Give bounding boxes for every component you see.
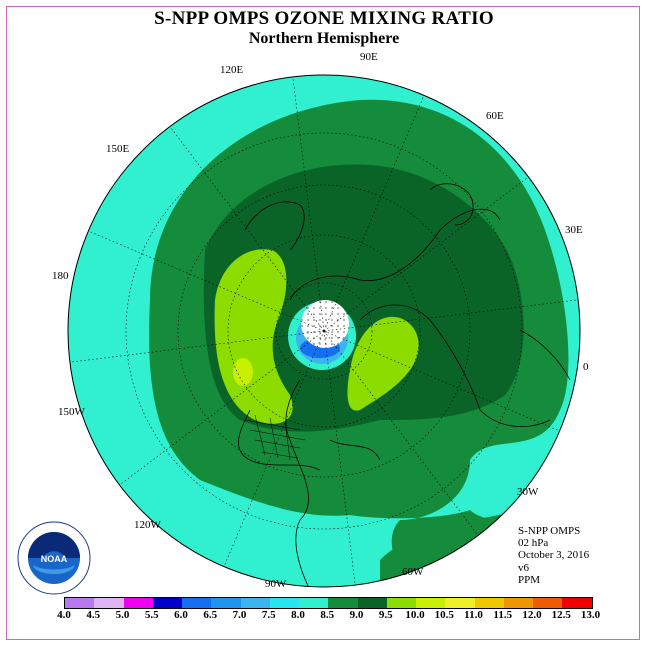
colorbar-tick-label: 7.0 — [232, 609, 247, 621]
lon-label-150w: 150W — [58, 406, 85, 418]
info-date: October 3, 2016 — [518, 549, 590, 562]
lon-label-30e: 30E — [565, 224, 583, 236]
colorbar-tick-label: 11.0 — [464, 609, 483, 621]
colorbar-tick-label: 8.5 — [320, 609, 335, 621]
colorbar-tick-label: 12.0 — [522, 609, 542, 621]
lon-label-90w: 90W — [265, 578, 287, 590]
meridian-line — [222, 330, 325, 571]
colorbar-tick-label: 10.0 — [405, 609, 425, 621]
map-subtitle: Northern Hemisphere — [248, 30, 400, 47]
colorbar-swatch — [562, 598, 592, 608]
colorbar-swatch — [445, 598, 475, 608]
colorbar-tick-label: 6.5 — [203, 609, 218, 621]
colorbar-swatch — [182, 598, 212, 608]
meridian-line — [323, 330, 481, 539]
colorbar-swatch — [357, 598, 387, 608]
coastlines — [238, 183, 571, 587]
colorbar-ticks: 4.0 4.5 5.0 5.5 6.0 6.5 7.0 7.5 8.0 8.5 9.0 9.5 10.0… — [48, 609, 618, 623]
map-title: S-NPP OMPS OZONE MIXING RATIO — [154, 8, 494, 29]
colorbar-swatch — [152, 598, 182, 608]
info-instrument: S-NPP OMPS — [518, 525, 581, 537]
meridian-line — [116, 330, 325, 488]
map-border — [67, 74, 581, 588]
colorbar-tick-label: 4.0 — [57, 609, 71, 621]
colorbar-swatch — [240, 598, 270, 608]
colorbar-tick-label: 6.0 — [174, 609, 188, 621]
colorbar-swatch — [386, 598, 416, 608]
meridian-line — [323, 330, 564, 433]
colorbar-tick-label: 5.5 — [144, 609, 159, 621]
colorbar-swatch — [299, 598, 329, 608]
product-info: S-NPP OMPS 02 hPa October 3, 2016 v6 PPM — [518, 525, 589, 586]
lon-label-120w: 120W — [134, 519, 161, 531]
colorbar — [64, 597, 593, 609]
ozone-band-8-5 — [203, 164, 524, 432]
ozone-band-9-5 — [233, 358, 253, 386]
colorbar-tick-label: 9.5 — [378, 609, 393, 621]
colorbar-tick-label: 10.5 — [434, 609, 454, 621]
figure-frame — [6, 6, 640, 640]
info-version: v6 — [518, 561, 529, 574]
lon-label-120e: 120E — [220, 64, 244, 76]
meridian-line — [323, 330, 356, 587]
colorbar-swatch — [533, 598, 563, 608]
longitude-lines — [68, 75, 580, 587]
info-level: 02 hPa — [518, 537, 549, 550]
meridian-line — [323, 299, 580, 332]
colorbar-swatch — [474, 598, 504, 608]
colorbar-tick-label: 11.5 — [493, 609, 513, 621]
info-units: PPM — [518, 573, 541, 586]
colorbar-swatch — [416, 598, 446, 608]
latitude-lines — [125, 132, 523, 530]
colorbar-swatch — [503, 598, 533, 608]
meridian-line — [68, 330, 325, 363]
colorbar-tick-label: 8.0 — [291, 609, 305, 621]
ozone-band-9-0-right — [347, 316, 419, 411]
colorbar-swatch — [65, 598, 95, 608]
colorbar-swatch — [94, 598, 124, 608]
lon-label-150e: 150E — [106, 143, 130, 155]
colorbar-tick-label: 9.0 — [349, 609, 364, 621]
colorbar-swatch — [269, 598, 299, 608]
lon-label-90e: 90E — [360, 51, 378, 63]
lon-label-0: 0 — [583, 361, 589, 373]
colorbar-swatch — [123, 598, 153, 608]
lon-label-180: 180 — [52, 270, 69, 282]
colorbar-tick-label: 7.5 — [261, 609, 276, 621]
meridian-line — [323, 174, 532, 332]
meridian-line — [84, 229, 325, 332]
colorbar-swatch — [328, 598, 358, 608]
lon-label-30w: 30W — [517, 486, 539, 498]
colorbar-tick-label: 12.5 — [551, 609, 571, 621]
lon-label-60w: 60W — [402, 566, 424, 578]
meridian-line — [323, 91, 426, 332]
colorbar-swatch — [211, 598, 241, 608]
ozone-band-9-0-left — [214, 249, 293, 424]
meridian-line — [292, 75, 325, 332]
political-boundaries — [244, 414, 306, 461]
colorbar-tick-label: 5.0 — [115, 609, 130, 621]
noaa-logo: NOAA — [17, 521, 91, 595]
meridian-line — [167, 123, 325, 332]
svg-text:NOAA: NOAA — [41, 554, 68, 564]
colorbar-tick-label: 13.0 — [580, 609, 601, 621]
lon-label-60e: 60E — [486, 110, 504, 122]
colorbar-tick-label: 4.5 — [86, 609, 101, 621]
